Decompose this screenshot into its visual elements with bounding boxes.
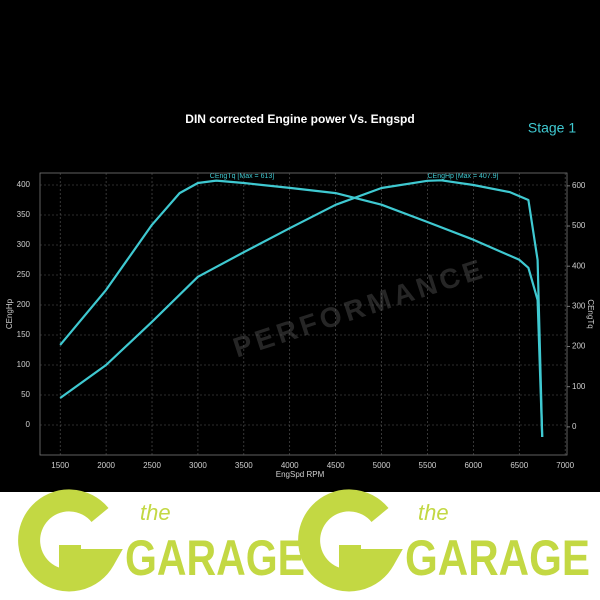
y2-tick-label: 200 bbox=[572, 342, 586, 351]
y-tick-label: 50 bbox=[21, 390, 30, 399]
x-tick-label: 6000 bbox=[464, 461, 482, 470]
y2-tick-label: 600 bbox=[572, 181, 586, 190]
x-tick-label: 4000 bbox=[281, 461, 299, 470]
plot-area bbox=[39, 172, 568, 456]
logo: the GARAGE bbox=[18, 489, 305, 592]
x-tick-label: 3500 bbox=[235, 461, 253, 470]
x-tick-label: 5500 bbox=[419, 461, 437, 470]
logo: the GARAGE bbox=[298, 489, 590, 592]
y-tick-label: 0 bbox=[26, 420, 31, 429]
chart-background bbox=[0, 0, 600, 492]
logo-icon bbox=[298, 489, 403, 592]
logo-small-text: the bbox=[140, 500, 171, 525]
y2-tick-label: 0 bbox=[572, 422, 577, 431]
y2-tick-label: 500 bbox=[572, 221, 586, 230]
x-tick-label: 4500 bbox=[327, 461, 345, 470]
chart-title: DIN corrected Engine power Vs. Engspd bbox=[185, 112, 414, 126]
x-tick-label: 2500 bbox=[143, 461, 161, 470]
logo-icon bbox=[18, 489, 123, 592]
logo-big-text: GARAGE bbox=[405, 530, 590, 586]
y2-axis-label: CEngTq bbox=[586, 299, 595, 328]
annotation: CEngTq [Max = 613] bbox=[210, 173, 274, 180]
x-tick-label: 5000 bbox=[373, 461, 391, 470]
y-axis-label: CEngHp bbox=[5, 298, 14, 329]
x-axis-label: EngSpd RPM bbox=[276, 470, 325, 479]
y2-tick-label: 400 bbox=[572, 261, 586, 270]
series-line bbox=[59, 179, 544, 437]
annotation: CEngHp [Max = 407.9] bbox=[427, 173, 498, 180]
y2-tick-label: 300 bbox=[572, 301, 586, 310]
y-tick-label: 200 bbox=[17, 300, 31, 309]
x-tick-label: 1500 bbox=[51, 461, 69, 470]
logo-small-text: the bbox=[418, 500, 449, 525]
logo-big-text: GARAGE bbox=[125, 530, 305, 586]
y-tick-label: 150 bbox=[17, 330, 31, 339]
series-line bbox=[59, 179, 544, 438]
badge: Stage 1 bbox=[528, 120, 576, 136]
x-tick-label: 7000 bbox=[556, 461, 574, 470]
y2-tick-label: 100 bbox=[572, 382, 586, 391]
y-tick-label: 100 bbox=[17, 360, 31, 369]
x-tick-label: 3000 bbox=[189, 461, 207, 470]
y-tick-label: 300 bbox=[17, 240, 31, 249]
y-tick-label: 350 bbox=[17, 210, 31, 219]
x-tick-label: 2000 bbox=[97, 461, 115, 470]
y-tick-label: 400 bbox=[17, 180, 31, 189]
x-tick-label: 6500 bbox=[510, 461, 528, 470]
y-tick-label: 250 bbox=[17, 270, 31, 279]
